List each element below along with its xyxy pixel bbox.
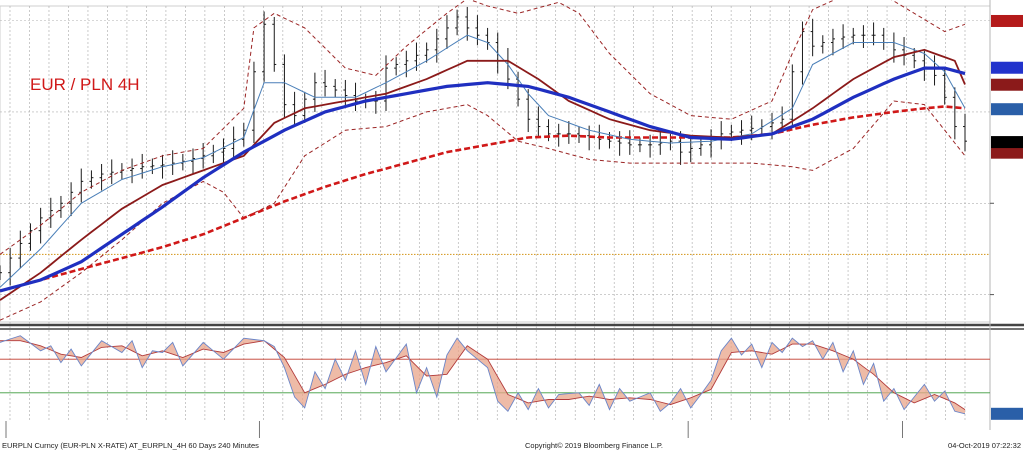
osc-d-line [0, 340, 966, 410]
price-tag [991, 61, 1023, 74]
ma-mid-line [0, 48, 966, 301]
price-tag [991, 78, 1023, 91]
chart-svg: EUR / PLN 4H [0, 0, 1024, 438]
price-tag-box [991, 61, 1023, 74]
footer-timestamp: 04-Oct-2019 07:22:32 [948, 441, 1021, 450]
footer-copyright: Copyright© 2019 Bloomberg Finance L.P. [525, 441, 663, 450]
footer: EURPLN Curncy (EUR-PLN X-RATE) AT_EURPLN… [0, 440, 1024, 451]
band-lower-line [0, 100, 966, 321]
price-tag-box [991, 136, 1023, 149]
x-axis [5, 421, 903, 438]
price-tag [991, 103, 1023, 116]
osc-k-line [0, 335, 966, 415]
main-panel-frame [0, 5, 991, 323]
price-tag [991, 14, 1023, 27]
price-bars [0, 6, 967, 286]
footer-ticker: EURPLN Curncy (EUR-PLN X-RATE) AT_EURPLN… [2, 441, 259, 450]
ma-fast-line [0, 34, 966, 288]
grid [0, 0, 1024, 430]
osc-fill-area [0, 335, 965, 414]
y-axis-labels [990, 14, 1023, 296]
price-tag-box [991, 146, 1023, 159]
price-tag [991, 136, 1023, 149]
ma-long-line [0, 105, 966, 293]
chart-title: EUR / PLN 4H [30, 75, 140, 94]
price-tag-box [991, 78, 1023, 91]
band-upper-line [0, 0, 966, 255]
osc-value-box [991, 407, 1023, 420]
indicator-lines [0, 0, 966, 321]
price-tag-box [991, 14, 1023, 27]
price-tag [991, 146, 1023, 159]
price-tag-box [991, 103, 1023, 116]
oscillator-panel [0, 335, 1023, 420]
ma-slow-line [0, 66, 966, 293]
